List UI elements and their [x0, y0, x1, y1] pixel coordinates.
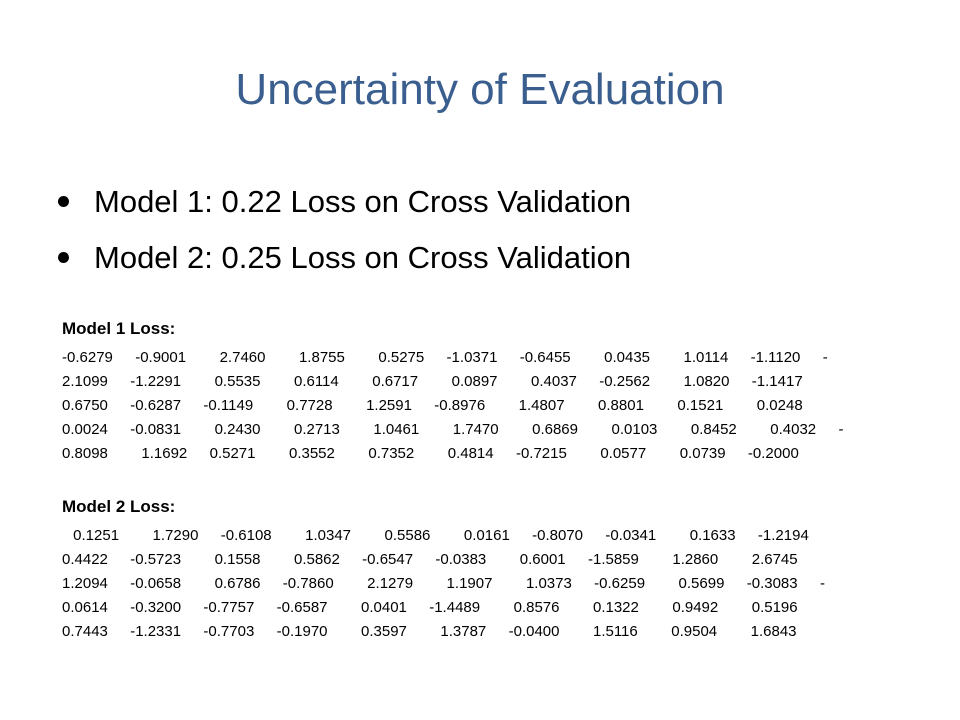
model2-loss-block: Model 2 Loss: 0.1251 1.7290 -0.6108 1.03… [62, 494, 882, 644]
loss-line: -0.6279 -0.9001 2.7460 1.8755 0.5275 -1.… [62, 349, 828, 366]
bullet-text: Model 2: 0.25 Loss on Cross Validation [94, 240, 632, 275]
bullet-item-model1: Model 1: 0.22 Loss on Cross Validation [58, 174, 631, 230]
model2-loss-values: 0.1251 1.7290 -0.6108 1.0347 0.5586 0.01… [62, 524, 882, 644]
model1-loss-values: -0.6279 -0.9001 2.7460 1.8755 0.5275 -1.… [62, 346, 882, 466]
model2-loss-heading: Model 2 Loss: [62, 497, 176, 516]
loss-line: 0.7443 -1.2331 -0.7703 -0.1970 0.3597 1.… [62, 623, 797, 640]
bullet-dot-icon [58, 252, 69, 263]
bullet-dot-icon [58, 196, 69, 207]
bullet-item-model2: Model 2: 0.25 Loss on Cross Validation [58, 230, 631, 286]
loss-line: 0.4422 -0.5723 0.1558 0.5862 -0.6547 -0.… [62, 551, 798, 568]
loss-line: 1.2094 -0.0658 0.6786 -0.7860 2.1279 1.1… [62, 575, 825, 592]
loss-line: 0.0614 -0.3200 -0.7757 -0.6587 0.0401 -1… [62, 599, 798, 616]
loss-line: 0.0024 -0.0831 0.2430 0.2713 1.0461 1.74… [62, 421, 844, 438]
loss-line: 2.1099 -1.2291 0.5535 0.6114 0.6717 0.08… [62, 373, 803, 390]
loss-line: 0.1251 1.7290 -0.6108 1.0347 0.5586 0.01… [62, 527, 809, 544]
model1-loss-block: Model 1 Loss: -0.6279 -0.9001 2.7460 1.8… [62, 316, 882, 466]
loss-line: 0.8098 1.1692 0.5271 0.3552 0.7352 0.481… [62, 445, 799, 462]
bullet-list: Model 1: 0.22 Loss on Cross Validation M… [58, 174, 631, 286]
model1-loss-heading: Model 1 Loss: [62, 319, 176, 338]
loss-line: 0.6750 -0.6287 -0.1149 0.7728 1.2591 -0.… [62, 397, 803, 414]
slide-title: Uncertainty of Evaluation [235, 65, 725, 114]
bullet-text: Model 1: 0.22 Loss on Cross Validation [94, 184, 632, 219]
